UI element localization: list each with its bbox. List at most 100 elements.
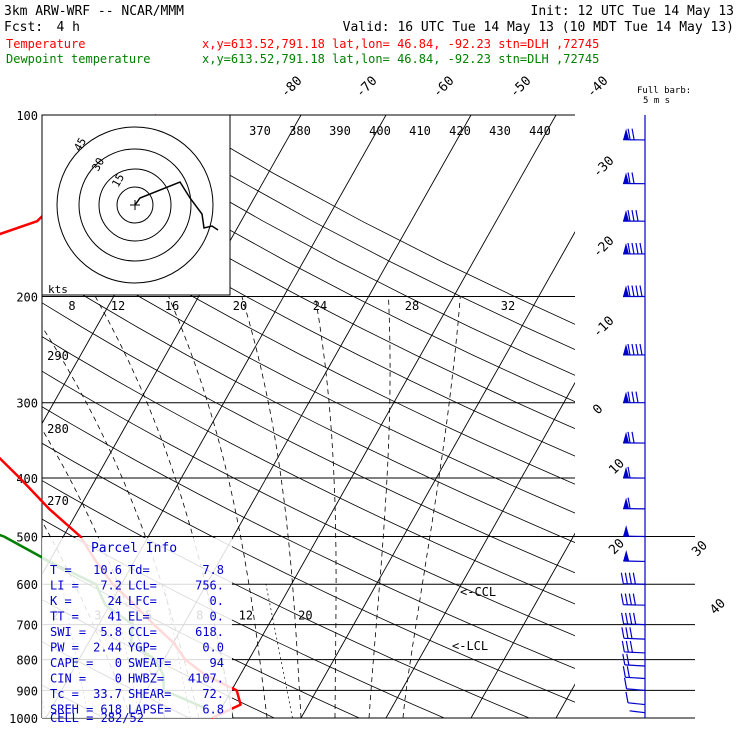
lcl-marker: <-LCL: [452, 639, 488, 653]
mixing-ratio-label: 12: [239, 609, 253, 623]
dry-adiabat: [42, 174, 575, 457]
pressure-tick-label: 700: [16, 619, 38, 633]
wind-barb: [623, 550, 646, 563]
parcel-title: Parcel Info: [91, 541, 177, 556]
parcel-field: LCL=: [128, 579, 157, 593]
parcel-field: 5.8: [100, 625, 122, 639]
moist-adiabat: [314, 296, 337, 718]
wind-barbs: [620, 115, 646, 718]
wind-barb: [623, 525, 646, 538]
dry-adiabat: [42, 370, 575, 637]
wind-barb: [623, 285, 645, 298]
theta-label: 430: [489, 124, 511, 138]
parcel-field: 756.: [195, 579, 224, 593]
dry-adiabat: [42, 336, 575, 605]
valid-time: Valid: 16 UTC Tue 14 May 13 (10 MDT Tue …: [343, 20, 734, 35]
ccl-marker: <-CCL: [460, 585, 496, 599]
parcel-field: HWBZ=: [128, 672, 164, 686]
temperature-info: x,y=613.52,791.18 lat,lon= 46.84, -92.23…: [202, 37, 599, 51]
pressure-tick-label: 1000: [9, 712, 38, 726]
theta-label: 290: [47, 349, 69, 363]
parcel-field: 6.8: [202, 703, 224, 717]
hodograph-trace: [134, 181, 219, 231]
dry-adiabat: [42, 144, 575, 430]
wind-barb: [622, 653, 646, 667]
init-time: Init: 12 UTC Tue 14 May 13: [531, 4, 735, 19]
pressure-tick-label: 400: [16, 472, 38, 486]
theta-label: 270: [47, 494, 69, 508]
parcel-field: 33.7: [93, 687, 122, 701]
hodograph-kts-label: kts: [48, 283, 68, 296]
parcel-field: 7.2: [100, 579, 122, 593]
hodograph-ring: [56, 126, 214, 284]
wind-barb: [623, 172, 646, 185]
wind-barb: [623, 128, 646, 141]
parcel-field: 94: [210, 656, 224, 670]
parcel-field: LI =: [50, 579, 79, 593]
wind-barb: [622, 666, 646, 680]
fcst-value: 4 h: [57, 20, 80, 35]
parcel-field: YGP=: [128, 641, 157, 655]
temperature-legend: Temperature: [6, 37, 85, 51]
parcel-field: 618.: [195, 625, 224, 639]
parcel-field: CCL=: [128, 625, 157, 639]
parcel-field: Tc =: [50, 687, 79, 701]
model-title: 3km ARW-WRF -- NCAR/MMM: [4, 4, 184, 19]
pressure-tick-label: 100: [16, 109, 38, 123]
pressure-tick-label: 500: [16, 530, 38, 544]
pressure-tick-label: 300: [16, 397, 38, 411]
speed-scale-label: 16: [165, 299, 179, 313]
parcel-field: SHEAR=: [128, 687, 171, 701]
parcel-field: 24: [108, 594, 122, 608]
moist-adiabat: [241, 296, 302, 718]
wind-barb: [620, 572, 646, 585]
pressure-tick-label: 600: [16, 578, 38, 592]
isotherm-line: [470, 532, 575, 718]
theta-label: 280: [47, 422, 69, 436]
wind-barb: [629, 710, 646, 714]
hodograph-ring-label: 30: [89, 156, 107, 174]
dry-adiabat: [84, 115, 575, 376]
parcel-field: 0: [115, 656, 122, 670]
parcel-field: LAPSE=: [128, 703, 171, 717]
pressure-tick-label: 200: [16, 291, 38, 305]
dry-adiabat: [42, 205, 575, 485]
wind-barb: [621, 627, 646, 640]
wind-barb: [621, 640, 646, 654]
theta-label: 420: [449, 124, 471, 138]
isotherm-line: [42, 115, 302, 576]
theta-label: 440: [529, 124, 551, 138]
hodograph-ring: [78, 148, 192, 262]
parcel-field: 4107.: [188, 672, 224, 686]
wind-barb: [623, 466, 646, 479]
dry-adiabat: [42, 302, 575, 574]
dewpoint-legend: Dewpoint temperature: [6, 52, 151, 66]
parcel-field: 0.: [210, 610, 224, 624]
wind-barb: [623, 677, 646, 692]
isotherm-line: [300, 231, 575, 718]
hodograph-ring: [98, 168, 172, 242]
dry-adiabat: [42, 406, 575, 669]
theta-label: 410: [409, 124, 431, 138]
theta-label: 390: [329, 124, 351, 138]
wind-barb: [625, 691, 646, 706]
hodograph-ring-label: 15: [109, 172, 127, 190]
barb-legend-line1: Full barb:: [637, 86, 691, 96]
parcel-cell: CELL = 282/52: [50, 711, 144, 725]
parcel-field: 41: [108, 610, 122, 624]
hodograph-ring: [116, 186, 154, 224]
parcel-field: 0.: [210, 594, 224, 608]
parcel-info-panel: Parcel Info T = 10.6 Td= 7.8 LI = 7.2 LCL= 756. K…: [42, 538, 232, 725]
parcel-field: 2.44: [93, 641, 122, 655]
parcel-field: PW =: [50, 641, 79, 655]
parcel-field: SWEAT=: [128, 656, 171, 670]
parcel-field: EL=: [128, 610, 150, 624]
wind-barb: [623, 242, 645, 255]
parcel-field: LFC=: [128, 594, 157, 608]
dewpoint-info: x,y=613.52,791.18 lat,lon= 46.84, -92.23…: [202, 52, 599, 66]
parcel-field: Td=: [128, 563, 150, 577]
theta-label: 400: [369, 124, 391, 138]
pressure-tick-label: 900: [16, 684, 38, 698]
parcel-field: 0.0: [202, 641, 224, 655]
